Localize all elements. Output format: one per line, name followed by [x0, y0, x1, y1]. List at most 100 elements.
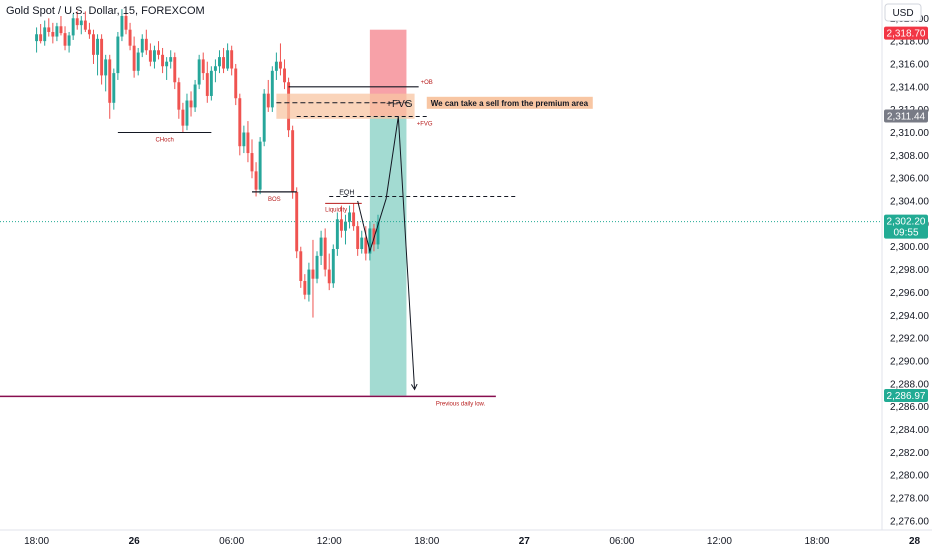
ob-label: +OB [421, 80, 433, 86]
candle [368, 221, 372, 261]
candle [258, 137, 262, 195]
candle [55, 22, 59, 42]
candle-body [140, 38, 144, 53]
candle [47, 18, 51, 37]
candle [218, 50, 221, 74]
candle-body [291, 130, 295, 192]
candle [132, 36, 136, 78]
price-tick-label: 2,314.00 [890, 82, 929, 93]
candle [356, 221, 360, 256]
price-tick-label: 2,278.00 [890, 494, 929, 505]
candle-body [132, 45, 136, 71]
candle [307, 262, 311, 302]
currency-button[interactable]: USD [884, 3, 922, 22]
candle [303, 274, 307, 300]
candle-body [75, 18, 79, 26]
candle [177, 77, 181, 119]
candle [116, 31, 120, 80]
candle-body [120, 15, 124, 37]
candle [197, 54, 201, 90]
time-tick-label: 26 [129, 536, 141, 547]
candle [124, 6, 128, 35]
candle-body [250, 153, 254, 172]
candle [230, 45, 234, 76]
time-tick-label: 06:00 [609, 536, 634, 547]
price-label-value: 2,302.20 [887, 217, 926, 228]
candle-body [372, 228, 376, 245]
candle [331, 244, 335, 288]
candle [67, 31, 71, 53]
candle-body [356, 226, 360, 250]
candle [327, 253, 331, 291]
candle [270, 66, 274, 112]
candle-body [83, 20, 87, 30]
price-tick-label: 2,308.00 [890, 151, 929, 162]
candle-body [124, 15, 128, 30]
fvg-bottom-label: +FVG [417, 122, 433, 128]
price-axis[interactable]: 2,276.00 2,278.00 2,280.00 2,282.00 2,284.00… [890, 14, 929, 528]
candle-body [116, 36, 120, 74]
candle-body [136, 52, 140, 71]
candle-body [246, 132, 250, 154]
candle [128, 22, 132, 51]
candle-body [165, 61, 169, 67]
time-tick-label: 28 [909, 536, 921, 547]
candle-body [177, 82, 181, 110]
price-tick-label: 2,286.00 [890, 402, 929, 413]
candle-body [193, 84, 197, 108]
sell-note-box [426, 96, 593, 109]
time-tick-label: 18:00 [24, 536, 49, 547]
candle-body [238, 98, 242, 147]
candle-body [67, 35, 71, 46]
candle [254, 162, 258, 197]
candle [246, 121, 250, 163]
time-axis[interactable]: 18:00 26 06:00 12:00 18:00 27 06:00 12:00 18:00 2… [24, 536, 920, 547]
candle [157, 41, 160, 60]
candle-body [39, 34, 43, 42]
candle-body [59, 26, 63, 34]
time-tick-label: 18:00 [414, 536, 439, 547]
candle-body [197, 59, 201, 85]
candle [63, 26, 67, 51]
candle [136, 47, 140, 76]
candle [193, 79, 197, 112]
candle-body [266, 93, 270, 108]
price-tick-label: 2,318.00 [890, 37, 929, 48]
price-tick-label: 2,284.00 [890, 425, 929, 436]
price-tick-label: 2,296.00 [890, 288, 929, 299]
candle-body [348, 212, 352, 222]
candle-body [360, 237, 364, 250]
price-label-value: 2,318.70 [887, 29, 926, 40]
candles [35, 6, 380, 318]
candle-body [283, 68, 286, 83]
annotations: +FVG +OB +FVG We can take a sell from the p… [0, 80, 593, 407]
candle [100, 34, 104, 85]
candle-body [181, 109, 185, 126]
price-label-target: 2,286.97 [884, 389, 928, 403]
candle [144, 29, 148, 55]
candle-body [47, 27, 51, 32]
candle-body [205, 73, 209, 96]
liquidity-label: Liquidity [325, 207, 347, 213]
candle [348, 205, 352, 229]
candle [242, 125, 246, 154]
candle [323, 228, 327, 277]
candle-body [148, 50, 152, 62]
position-zones [0, 29, 882, 396]
candle [51, 22, 55, 44]
candle-body [258, 141, 262, 190]
candle-body [201, 59, 205, 74]
candle-body [323, 237, 327, 270]
candle-body [242, 132, 246, 147]
price-tick-label: 2,288.00 [890, 379, 929, 390]
currency-button-box[interactable] [884, 3, 922, 22]
candle-body [339, 219, 343, 231]
candle-body [92, 34, 95, 55]
currency-label[interactable]: USD [892, 8, 913, 19]
candle [112, 68, 116, 110]
candle-body [222, 57, 226, 69]
